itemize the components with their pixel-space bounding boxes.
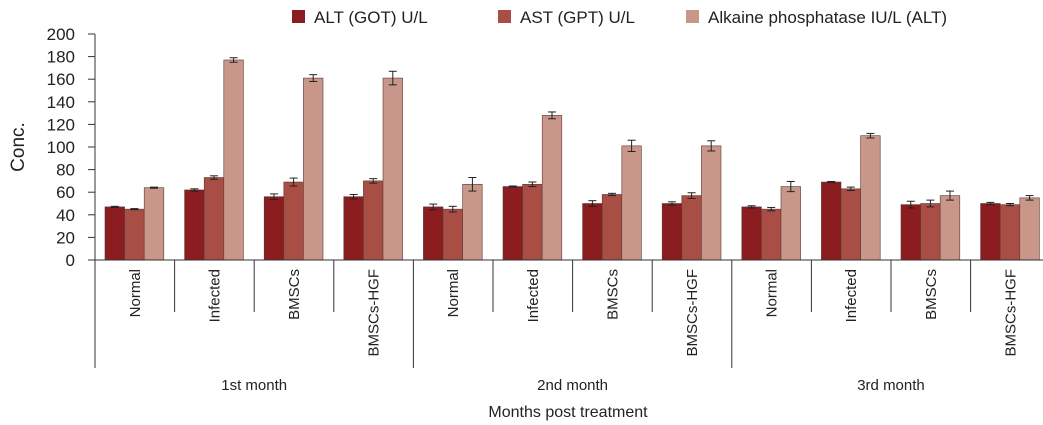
category-label: Infected [206,269,223,322]
x-axis: Normal Infected BMSCs BMSCs-HGF Normal Infect… [94,259,1043,394]
category-label: Normal [445,269,462,317]
bar [343,196,364,261]
bar [939,195,961,261]
legend-swatch [498,10,511,23]
bar [582,203,603,261]
y-tick-label: 160 [47,70,75,89]
group-label: 2nd month [537,377,608,394]
category-label: BMSCs-HGF [684,269,701,357]
bar [303,77,324,261]
bar [263,196,285,261]
bar [661,203,683,261]
bar [681,195,702,261]
y-tick-label: 140 [47,93,75,112]
bar [223,59,244,261]
group-label: 1st month [221,377,287,394]
y-tick-label: 180 [47,48,75,67]
bar [701,145,722,261]
bar [840,188,861,261]
bar [143,187,165,261]
category-label: BMSCs-HGF [366,269,383,357]
x-axis-label: Months post treatment [488,404,648,421]
bar [860,135,881,261]
category-label: BMSCs-HGF [1002,269,1019,357]
y-tick-label: 100 [47,138,75,157]
bar [502,186,523,261]
category-label: Normal [764,269,781,317]
y-tick-label: 80 [56,161,75,180]
bar [522,183,543,261]
bar [1019,197,1040,261]
legend-label: AST (GPT) U/L [520,8,635,27]
bar [741,206,762,261]
bar [104,206,125,261]
category-label: Infected [843,269,860,322]
legend-label: Alkaine phosphatase IU/L (ALT) [708,8,947,27]
bar [920,203,941,261]
y-tick-label: 120 [47,115,75,134]
y-tick-label: 20 [56,228,75,247]
category-label: BMSCs [604,269,621,320]
bar [462,183,483,261]
bar [999,204,1021,261]
category-label: Infected [525,269,542,322]
y-tick-label: 40 [56,206,75,225]
bar [382,77,403,261]
bar [761,208,782,261]
bar [621,145,642,261]
bar [203,177,225,261]
category-label: Normal [127,269,144,317]
bar [900,204,921,261]
bars [104,57,1040,261]
y-tick-label: 0 [66,251,75,270]
bar [541,115,563,261]
y-tick-label: 200 [47,25,75,44]
y-axis: 0 20 40 60 80 100 120 140 160 180 200 [47,25,96,270]
category-label: BMSCs [286,269,303,320]
bar [442,208,463,261]
bar [780,186,801,261]
bar [980,203,1001,261]
legend-label: ALT (GOT) U/L [314,8,428,27]
bar [184,189,205,261]
bar [124,208,145,261]
y-axis-label: Conc. [8,122,29,172]
bar [601,194,623,261]
category-label: BMSCs [923,269,940,320]
bar [821,181,842,261]
bar [423,206,444,261]
bar [363,180,384,261]
legend: ALT (GOT) U/L AST (GPT) U/L Alkaine phosph… [292,8,947,27]
bar [283,181,304,261]
group-label: 3rd month [857,377,925,394]
legend-swatch [292,10,305,23]
legend-swatch [686,10,699,23]
y-tick-label: 60 [56,183,75,202]
